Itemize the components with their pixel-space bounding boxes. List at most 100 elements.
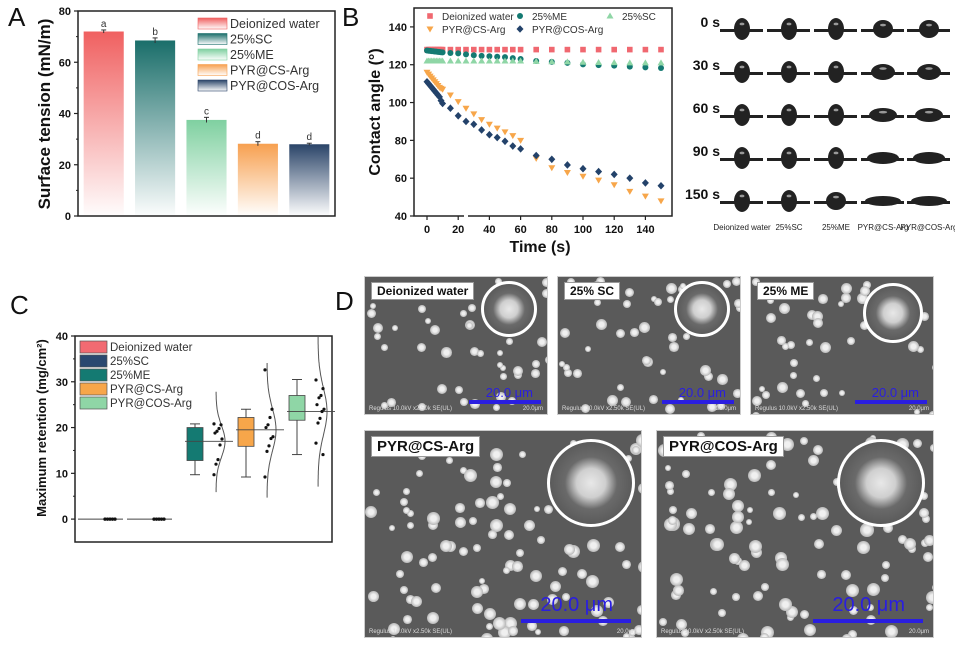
sem-particle <box>752 396 763 407</box>
droplet <box>828 104 844 126</box>
data-point <box>110 517 115 521</box>
sem-particle <box>607 395 618 406</box>
sem-particle <box>920 492 928 500</box>
data-point <box>314 378 318 382</box>
sem-particle <box>654 298 663 307</box>
sem-footer-scale: 20.0μm <box>908 629 929 635</box>
data-point <box>657 198 665 205</box>
droplet-highlight <box>739 65 745 69</box>
sem-particle <box>464 469 478 483</box>
sem-particle <box>732 500 744 512</box>
sem-particle <box>471 586 483 598</box>
sem-particle <box>497 350 504 357</box>
x-tick-label: 60 <box>514 224 526 236</box>
sem-particle <box>718 609 727 618</box>
time-label: 60 s <box>693 100 720 116</box>
droplet-highlight <box>786 194 792 198</box>
sem-particle <box>920 312 929 321</box>
sem-particle <box>904 538 917 551</box>
sem-particle <box>665 481 674 490</box>
droplet <box>873 20 893 38</box>
data-point <box>462 105 470 112</box>
sem-particle <box>508 626 518 636</box>
sem-particle <box>460 467 468 475</box>
legend-label: PYR@COS-Arg <box>110 398 192 410</box>
sem-particle <box>495 278 502 285</box>
y-tick-label: 60 <box>395 173 407 185</box>
sem-particle <box>813 318 824 329</box>
sem-particle <box>761 626 774 637</box>
sem-particle <box>847 337 855 345</box>
sem-particle <box>790 359 799 368</box>
droplet <box>734 18 750 40</box>
sem-particle <box>766 313 777 324</box>
sem-particle <box>616 329 625 338</box>
sem-particle <box>800 610 810 620</box>
data-point <box>641 179 649 187</box>
data-point <box>517 57 525 64</box>
sem-particle <box>490 519 504 533</box>
data-point <box>320 409 324 414</box>
sem-particle <box>913 439 923 449</box>
data-point <box>642 64 649 71</box>
droplet-highlight <box>880 23 886 27</box>
sem-particle <box>734 299 740 308</box>
sem-particle <box>841 283 852 294</box>
sem-footer-info: Regulus 10.0kV x2.50k SE(UL) <box>562 406 646 412</box>
data-point <box>579 173 587 180</box>
data-point <box>641 59 649 66</box>
sem-particle <box>427 612 440 625</box>
x-tick-label: 120 <box>605 224 623 236</box>
sem-particle <box>505 560 517 572</box>
sem-particle <box>917 346 925 354</box>
data-point <box>321 387 325 391</box>
time-label: 30 s <box>693 57 720 73</box>
data-point <box>478 57 486 64</box>
box <box>186 427 204 461</box>
bar <box>237 143 278 215</box>
scale-bar <box>469 400 541 404</box>
sem-particle <box>673 585 684 596</box>
substrate-line-mask <box>767 116 810 118</box>
droplet <box>781 147 797 169</box>
sem-particle <box>885 625 898 637</box>
data-point <box>657 181 665 190</box>
sem-particle <box>629 629 637 637</box>
legend-swatch <box>79 368 108 382</box>
sem-particle <box>759 386 766 393</box>
droplet <box>919 20 939 38</box>
droplet-highlight <box>739 108 745 112</box>
legend-swatch <box>79 340 108 354</box>
data-point <box>265 449 269 453</box>
sem-particle <box>816 507 830 521</box>
sem-particle <box>669 342 679 352</box>
sem-particle <box>820 342 831 353</box>
sem-particle <box>479 584 489 594</box>
sem-particle <box>534 506 541 513</box>
sem-particle <box>622 560 631 569</box>
droplet-image-grid: 0 s 30 s 60 s 90 s 150 s Deionized water 25%S… <box>685 14 955 232</box>
data-point <box>478 46 485 53</box>
sem-particle <box>367 309 377 319</box>
sem-particle <box>732 277 740 287</box>
data-point <box>564 46 571 53</box>
sem-particle <box>637 605 641 615</box>
legend-label: Deionized water <box>110 342 193 354</box>
sem-image: Deionized water 20.0 μm Regulus 10.0kV x2.… <box>364 276 548 415</box>
sem-particle <box>839 390 846 397</box>
sem-particle <box>808 455 820 467</box>
y-tick-label: 60 <box>59 57 71 69</box>
sem-particle <box>680 283 687 290</box>
sem-footer-scale: 20.0μm <box>616 629 637 635</box>
y-tick-label: 80 <box>395 135 407 147</box>
sem-particle <box>782 343 790 351</box>
sem-image: 25% ME 20.0 μm Regulus 10.0kV x2.50k SE(UL… <box>750 276 934 415</box>
legend-label: PYR@CS-Arg <box>442 25 506 36</box>
sem-particle <box>813 445 824 456</box>
sem-particle <box>929 411 933 414</box>
bar <box>135 40 176 215</box>
sem-particle <box>503 479 511 487</box>
sem-particle <box>407 522 415 530</box>
sem-particle <box>403 507 411 515</box>
significance-label: d <box>307 132 313 143</box>
